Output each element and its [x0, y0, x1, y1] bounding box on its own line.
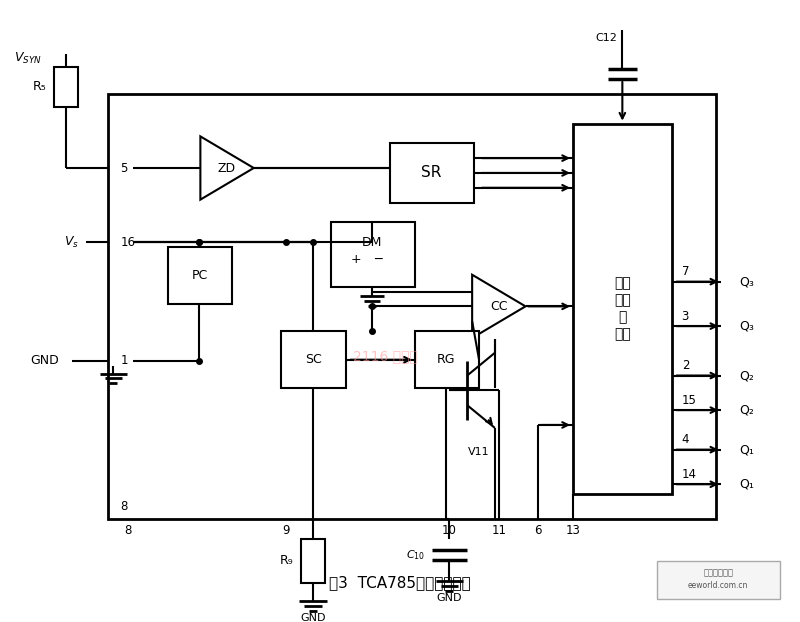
Polygon shape [472, 275, 526, 338]
Text: 4: 4 [682, 434, 689, 446]
Text: $C_{10}$: $C_{10}$ [406, 549, 425, 562]
Bar [54, 67, 78, 107]
Text: 6: 6 [534, 524, 542, 537]
Text: eeworld.com.cn: eeworld.com.cn [688, 580, 749, 590]
Text: C12: C12 [595, 32, 618, 42]
Text: GND: GND [30, 354, 59, 367]
Text: 1: 1 [120, 354, 128, 367]
Text: R₅: R₅ [33, 80, 46, 93]
Text: DM: DM [362, 236, 382, 249]
Text: 9: 9 [282, 524, 290, 537]
Text: 14: 14 [682, 468, 697, 481]
Text: 2116 电子网: 2116 电子网 [353, 349, 418, 363]
Text: Q₂: Q₂ [739, 369, 754, 382]
Text: 8: 8 [120, 501, 128, 514]
Text: 图3  TCA785的内部结构图: 图3 TCA785的内部结构图 [329, 575, 471, 590]
Text: 11: 11 [491, 524, 506, 537]
Text: CC: CC [490, 300, 507, 313]
Bar [415, 331, 479, 388]
Bar [282, 331, 346, 388]
Text: 16: 16 [120, 236, 135, 249]
Text: GND: GND [300, 613, 326, 622]
Text: 10: 10 [442, 524, 457, 537]
Polygon shape [200, 136, 254, 200]
Text: 分析: 分析 [614, 327, 630, 341]
Text: 13: 13 [566, 524, 580, 537]
Text: ZD: ZD [218, 162, 236, 175]
Bar [657, 561, 781, 599]
Text: SR: SR [422, 165, 442, 180]
Text: Q₃: Q₃ [739, 275, 754, 288]
Text: Q₃: Q₃ [739, 320, 754, 333]
Text: 7: 7 [682, 265, 689, 278]
Text: RG: RG [437, 353, 456, 366]
Text: SC: SC [305, 353, 322, 366]
Text: 脉冲: 脉冲 [614, 294, 630, 307]
Bar [331, 222, 415, 287]
Text: R₉: R₉ [279, 554, 294, 567]
Text: Q₁: Q₁ [739, 478, 754, 491]
Text: 15: 15 [682, 394, 697, 407]
Text: Q₂: Q₂ [739, 404, 754, 417]
Text: 形成: 形成 [614, 277, 630, 290]
Text: Q₁: Q₁ [739, 443, 754, 456]
Bar [390, 143, 474, 203]
Text: 电子工程世界: 电子工程世界 [703, 569, 734, 578]
Text: GND: GND [437, 593, 462, 603]
Text: +   −: + − [351, 253, 384, 266]
Text: 5: 5 [120, 162, 128, 175]
Bar [168, 247, 232, 304]
Text: 2: 2 [682, 359, 689, 372]
Text: 3: 3 [682, 310, 689, 323]
Text: $V_s$: $V_s$ [64, 234, 79, 249]
Bar [301, 539, 325, 583]
Text: 8: 8 [125, 524, 132, 537]
Text: PC: PC [191, 269, 207, 282]
Text: $V_{SYN}$: $V_{SYN}$ [14, 51, 42, 66]
Text: 与: 与 [618, 310, 626, 324]
Bar [109, 94, 716, 519]
Text: V11: V11 [468, 447, 490, 457]
Bar [573, 124, 672, 494]
